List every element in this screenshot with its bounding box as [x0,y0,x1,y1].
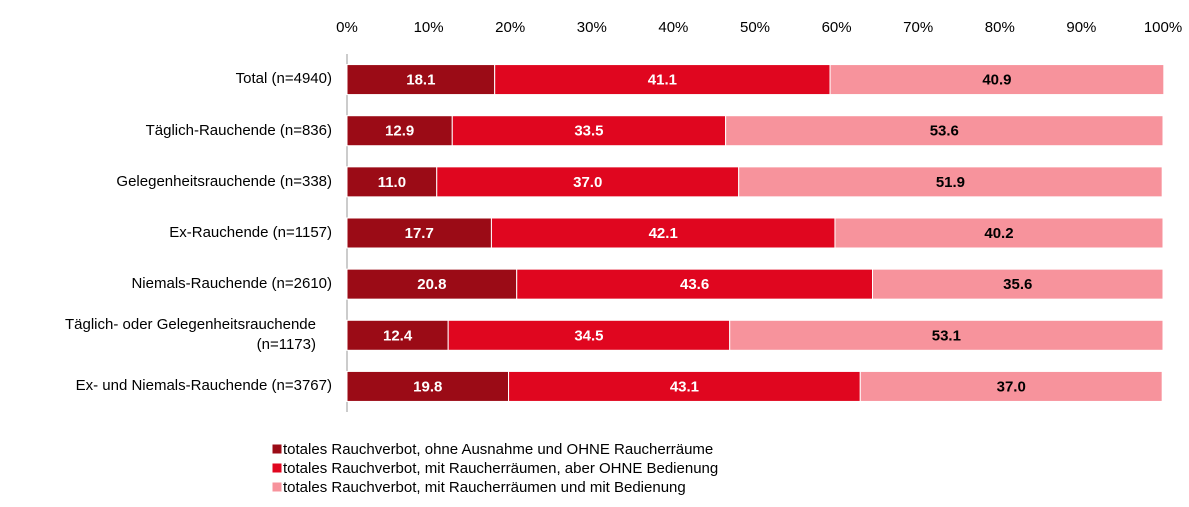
data-label: 34.5 [574,327,603,344]
bar-segment [738,166,1163,198]
data-label: 43.1 [670,378,699,395]
x-tick-label: 10% [414,19,444,36]
category-label: Ex-Rauchende (n=1157) [169,223,332,241]
x-tick-label: 90% [1066,19,1096,36]
x-tick-label: 40% [658,19,688,36]
category-label: Täglich- oder Gelegenheitsrauchende (n=1… [65,316,316,354]
data-label: 37.0 [997,378,1026,395]
legend-label: totales Rauchverbot, ohne Ausnahme und O… [283,441,713,458]
y-tick-label: Total (n=4940) [235,70,332,88]
data-label: 17.7 [405,225,434,242]
bar-segment [490,217,836,249]
legend-swatch [271,462,283,474]
bar-segment [729,319,1164,351]
data-label: 53.6 [930,123,959,140]
bar-segment [447,319,731,351]
bar-segment [829,64,1165,96]
bar-segment [494,64,831,96]
data-label: 40.2 [984,225,1013,242]
data-label: 19.8 [413,378,442,395]
x-tick-label: 80% [985,19,1015,36]
category-label: Total (n=4940) [235,70,332,88]
bar-segment [346,268,518,300]
data-label: 35.6 [1003,276,1032,293]
y-tick-label: Niemals-Rauchende (n=2610) [131,275,332,292]
data-label: 41.1 [648,72,677,89]
data-label: 42.1 [649,225,678,242]
category-label: Gelegenheitsrauchende (n=338) [116,172,332,190]
legend-swatch [271,481,283,493]
x-tick-label: 20% [495,19,525,36]
data-label: 11.0 [378,174,406,191]
bar-segment [508,370,861,402]
x-tick-label: 100% [1144,19,1182,36]
data-label: 51.9 [936,174,965,191]
data-label: 12.4 [383,327,413,344]
bar-segment [872,268,1164,300]
category-label: Täglich-Rauchende (n=836) [145,121,332,139]
bar-segment [346,217,492,249]
legend-label: totales Rauchverbot, mit Raucherräumen, … [283,460,718,477]
bar-segment [834,217,1164,249]
bar-segment [725,115,1164,147]
bar-segment [346,319,449,351]
category-label: Ex- und Niemals-Rauchende (n=3767) [75,377,332,395]
bar-segment [516,268,874,300]
category-label: Niemals-Rauchende (n=2610) [131,275,332,292]
x-tick-label: 0% [336,19,358,36]
y-tick-label: Täglich-Rauchende (n=836) [145,121,332,139]
data-label: 12.9 [385,123,414,140]
y-tick-label: Täglich- oder Gelegenheitsrauchende (n=1… [65,316,316,354]
x-tick-label: 30% [577,19,607,36]
data-label: 20.8 [417,276,446,293]
data-label: 33.5 [574,123,603,140]
y-tick-label: Ex- und Niemals-Rauchende (n=3767) [75,377,332,395]
data-label: 40.9 [982,72,1011,89]
bar-segment [859,370,1163,402]
legend-label: totales Rauchverbot, mit Raucherräumen u… [283,479,686,496]
data-label: 53.1 [932,327,961,344]
legend-swatch [271,443,283,455]
data-label: 18.1 [406,72,435,89]
x-tick-label: 70% [903,19,933,36]
x-tick-label: 50% [740,19,770,36]
x-tick-label: 60% [822,19,852,36]
data-label: 37.0 [573,174,602,191]
bar-segment [346,370,510,402]
y-tick-label: Gelegenheitsrauchende (n=338) [116,172,332,190]
data-label: 43.6 [680,276,709,293]
y-tick-label: Ex-Rauchende (n=1157) [169,223,332,241]
